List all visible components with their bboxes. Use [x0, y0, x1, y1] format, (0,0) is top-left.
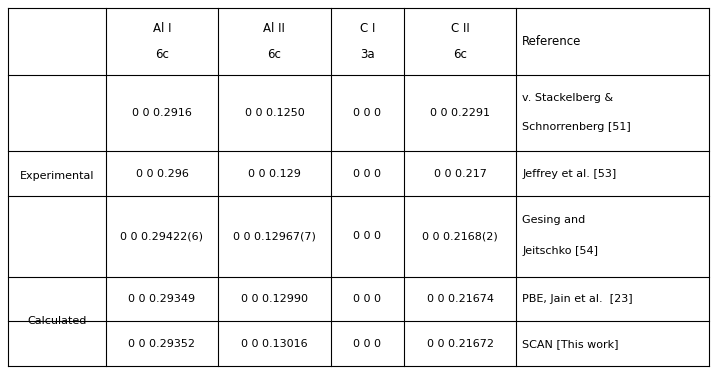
Text: Reference: Reference — [521, 35, 581, 48]
Text: 6c: 6c — [453, 49, 467, 61]
Text: 0 0 0.296: 0 0 0.296 — [136, 169, 189, 178]
Text: SCAN [This work]: SCAN [This work] — [523, 338, 619, 349]
Text: PBE, Jain et al.  [23]: PBE, Jain et al. [23] — [523, 294, 633, 304]
Text: 6c: 6c — [155, 49, 169, 61]
Text: 0 0 0.21674: 0 0 0.21674 — [427, 294, 494, 304]
Text: 0 0 0.2168(2): 0 0 0.2168(2) — [422, 231, 498, 241]
Text: Jeffrey et al. [53]: Jeffrey et al. [53] — [523, 169, 617, 178]
Text: 0 0 0.2916: 0 0 0.2916 — [132, 108, 192, 118]
Text: 0 0 0.129: 0 0 0.129 — [248, 169, 301, 178]
Text: C I: C I — [360, 22, 375, 35]
Text: Gesing and: Gesing and — [523, 215, 586, 225]
Text: 0 0 0: 0 0 0 — [353, 338, 381, 349]
Text: 0 0 0: 0 0 0 — [353, 231, 381, 241]
Text: 0 0 0.217: 0 0 0.217 — [434, 169, 487, 178]
Text: 0 0 0.12990: 0 0 0.12990 — [241, 294, 308, 304]
Text: 0 0 0.13016: 0 0 0.13016 — [241, 338, 308, 349]
Text: 3a: 3a — [360, 49, 374, 61]
Text: 0 0 0.1250: 0 0 0.1250 — [244, 108, 304, 118]
Text: 0 0 0: 0 0 0 — [353, 294, 381, 304]
Text: Jeitschko [54]: Jeitschko [54] — [523, 246, 599, 256]
Text: 0 0 0.29349: 0 0 0.29349 — [128, 294, 196, 304]
Text: Al II: Al II — [263, 22, 285, 35]
Text: 0 0 0.12967(7): 0 0 0.12967(7) — [233, 231, 316, 241]
Text: C II: C II — [451, 22, 470, 35]
Text: Calculated: Calculated — [27, 316, 87, 326]
Text: 0 0 0: 0 0 0 — [353, 108, 381, 118]
Text: 0 0 0.29352: 0 0 0.29352 — [128, 338, 196, 349]
Text: 0 0 0.2291: 0 0 0.2291 — [430, 108, 490, 118]
Text: 0 0 0.29422(6): 0 0 0.29422(6) — [120, 231, 204, 241]
Text: 6c: 6c — [267, 49, 281, 61]
Text: Al I: Al I — [153, 22, 171, 35]
Text: 0 0 0: 0 0 0 — [353, 169, 381, 178]
Text: Experimental: Experimental — [19, 171, 94, 181]
Text: 0 0 0.21672: 0 0 0.21672 — [427, 338, 494, 349]
Text: Schnorrenberg [51]: Schnorrenberg [51] — [523, 122, 631, 132]
Text: v. Stackelberg &: v. Stackelberg & — [523, 93, 614, 103]
